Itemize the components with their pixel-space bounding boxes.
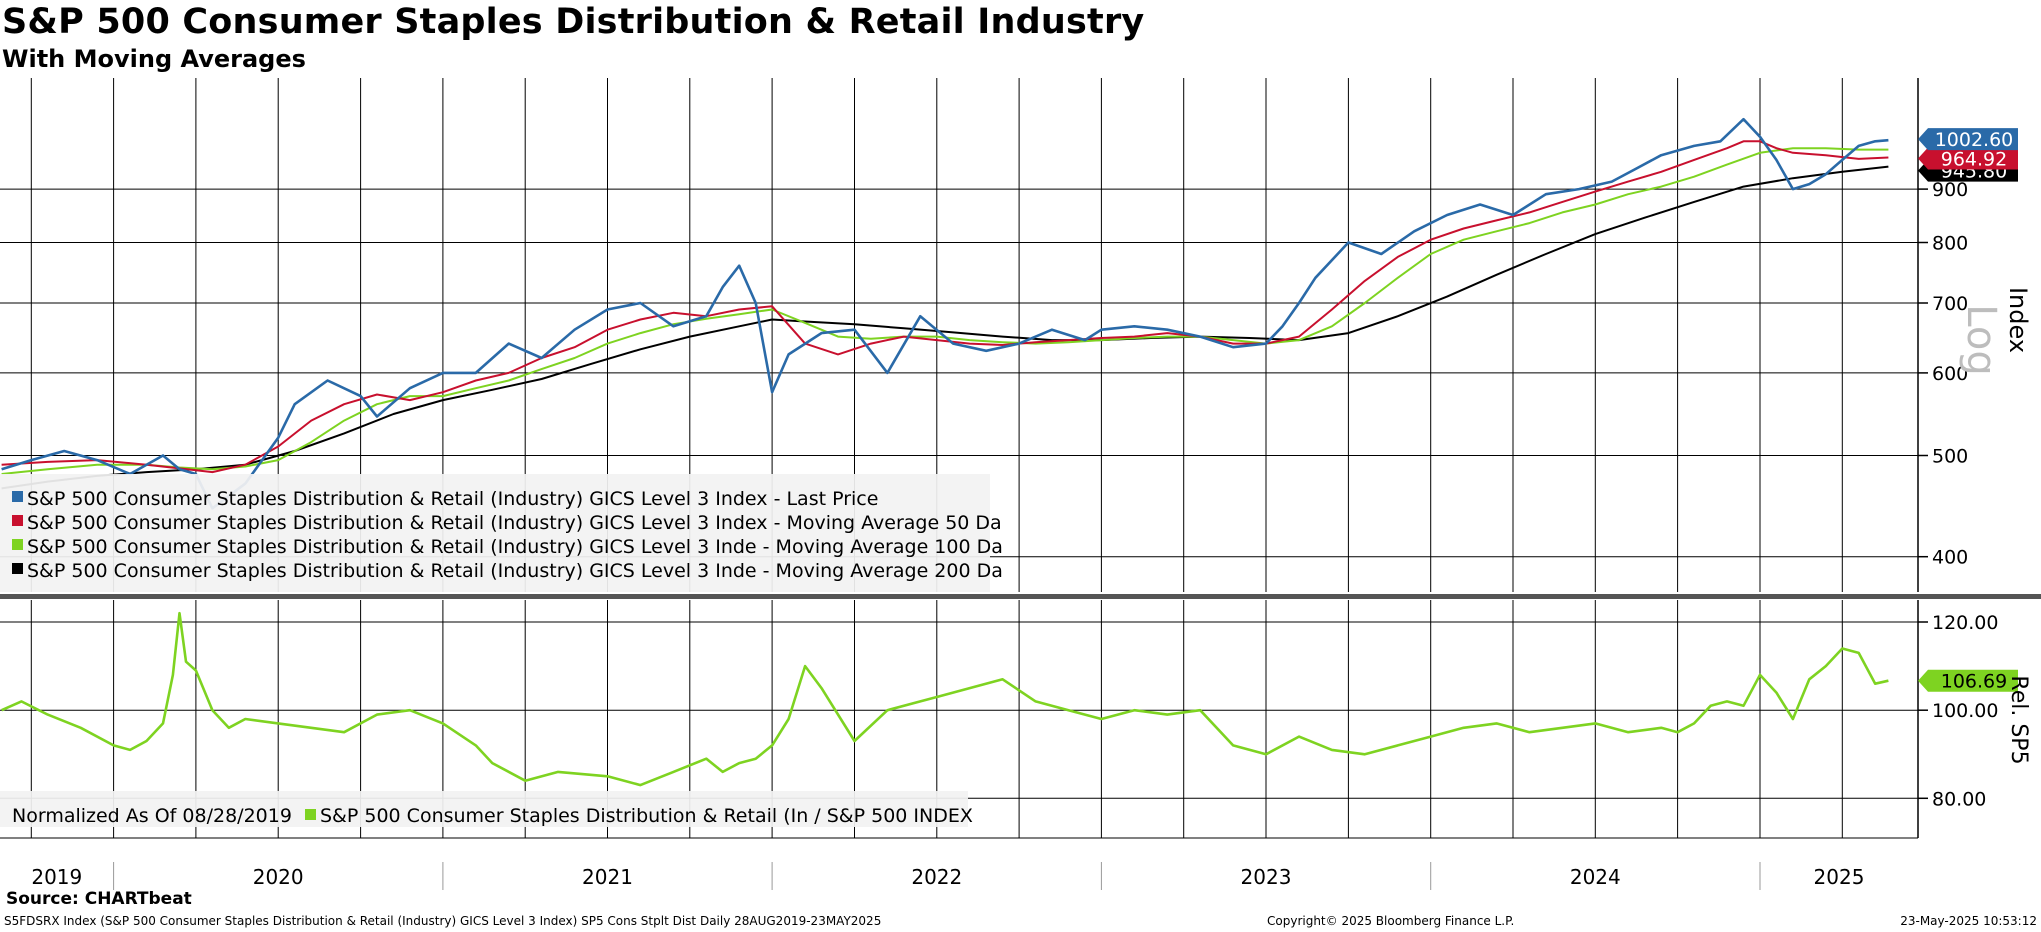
bottom-legend-background — [0, 791, 968, 827]
legend-label-ma100: S&P 500 Consumer Staples Distribution & … — [27, 536, 1003, 558]
y-tick-label: 120.00 — [1932, 612, 1998, 634]
footer-ticker-info: S5FDSRX Index (S&P 500 Consumer Staples … — [4, 914, 882, 928]
tag-price-shape — [1918, 128, 2018, 151]
legend-label-ma50: S&P 500 Consumer Staples Distribution & … — [27, 512, 1002, 534]
series-line-ma200 — [1, 165, 1889, 490]
top-panel-axis: 400 500 600 700 800 900 — [1917, 78, 1968, 592]
tag-ma50-shape — [1918, 147, 2018, 170]
y-tick-label: 600 — [1932, 363, 1968, 385]
legend-swatch-rel — [305, 809, 316, 820]
tag-ma50-text: 964.92 — [1941, 149, 2007, 171]
bottom-panel-value-tags: 106.69 — [1918, 669, 2018, 693]
legend-swatch-ma50 — [12, 515, 23, 526]
x-tick-label: 2023 — [1241, 865, 1292, 889]
y-tick-label: 700 — [1932, 293, 1968, 315]
chart-subtitle: With Moving Averages — [2, 45, 306, 73]
y-tick-label: 80.00 — [1932, 788, 1986, 810]
tag-price-text: 1002.60 — [1935, 129, 2014, 151]
series-line-rel — [1, 611, 1889, 787]
legend-swatch-ma200 — [12, 563, 23, 574]
x-tick-label: 2024 — [1570, 865, 1621, 889]
x-tick-label: 2022 — [911, 865, 962, 889]
normalized-note: Normalized As Of 08/28/2019 — [12, 805, 292, 827]
bottom-axis-label: Rel. SP5 — [2006, 675, 2031, 764]
panel-divider — [0, 594, 2041, 599]
x-tick-label: 2020 — [253, 865, 304, 889]
legend-label-rel: S&P 500 Consumer Staples Distribution & … — [320, 805, 973, 827]
y-tick-label: 800 — [1932, 233, 1968, 255]
legend-label-ma200: S&P 500 Consumer Staples Distribution & … — [27, 560, 1003, 582]
source-note: Source: CHARTbeat — [6, 889, 192, 909]
series-line-price — [1, 117, 1889, 510]
bottom-panel-legend: Normalized As Of 08/28/2019 S&P 500 Cons… — [0, 791, 973, 827]
tag-rel-text: 106.69 — [1941, 671, 2007, 693]
bottom-panel-axis: 120.00 100.00 80.00 — [0, 600, 1998, 839]
tag-price: 1002.60 — [1918, 128, 2018, 151]
x-tick-label: 2021 — [582, 865, 633, 889]
x-axis: 2019 2020 2021 2022 2023 2024 2025 — [31, 862, 1864, 890]
x-tick-label: 2025 — [1814, 865, 1865, 889]
log-scale-label: Log — [1958, 304, 2004, 375]
top-panel-series — [1, 117, 1889, 510]
legend-background — [0, 474, 990, 592]
y-tick-label: 900 — [1932, 179, 1968, 201]
tag-ma50: 964.92 — [1918, 147, 2018, 171]
series-line-ma50 — [1, 140, 1889, 474]
top-axis-label: Index — [2004, 287, 2032, 353]
bottom-panel-series — [1, 611, 1889, 787]
chart-title: S&P 500 Consumer Staples Distribution & … — [2, 2, 1145, 42]
legend-label-price: S&P 500 Consumer Staples Distribution & … — [27, 488, 878, 510]
legend-swatch-price — [12, 491, 23, 502]
y-tick-label: 100.00 — [1932, 700, 1998, 722]
tag-rel-shape — [1918, 669, 2018, 692]
series-line-ma100 — [1, 147, 1889, 475]
y-tick-label: 400 — [1932, 547, 1968, 569]
tag-rel: 106.69 — [1918, 669, 2018, 693]
y-tick-label: 500 — [1932, 446, 1968, 468]
footer-timestamp: 23-May-2025 10:53:12 — [1900, 914, 2037, 928]
legend-swatch-ma100 — [12, 539, 23, 550]
x-tick-label: 2019 — [31, 865, 82, 889]
footer-copyright: Copyright© 2025 Bloomberg Finance L.P. — [1267, 914, 1515, 928]
top-panel-legend: S&P 500 Consumer Staples Distribution & … — [0, 474, 1003, 592]
